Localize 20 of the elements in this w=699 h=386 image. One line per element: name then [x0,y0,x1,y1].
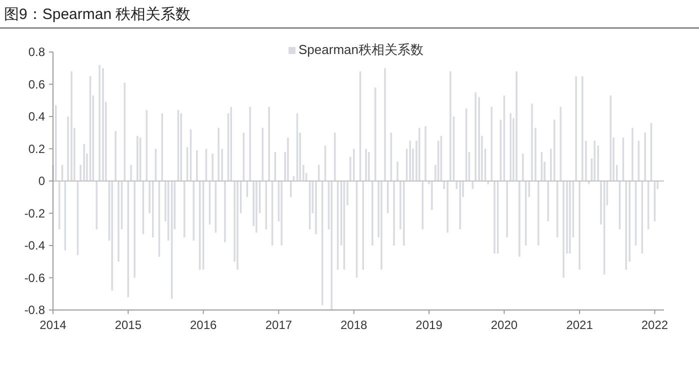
y-tick-label: 0.4 [28,110,46,124]
x-tick-label: 2016 [190,318,217,332]
y-tick-label: -0.8 [24,303,46,317]
x-tick-label: 2019 [416,318,443,332]
y-tick-label: 0 [38,174,46,188]
x-tick-label: 2017 [265,318,292,332]
x-tick-label: 2018 [340,318,368,332]
x-tick-label: 2020 [490,318,518,332]
legend: Spearman秩相关系数 [288,42,424,57]
x-tick-label: 2022 [641,318,668,332]
y-tick-label: 0.6 [28,77,46,92]
y-tick-label: -0.2 [24,206,46,220]
y-tick-label: -0.4 [24,238,46,252]
chart-title: 图9：Spearman 秩相关系数 [4,6,191,23]
y-tick-label: 0.2 [28,142,46,156]
x-tick-label: 2015 [114,318,142,332]
y-tick-label: -0.6 [24,270,46,285]
x-tick-label: 2014 [40,318,67,332]
y-tick-label: 0.8 [28,45,46,59]
x-tick-label: 2021 [566,318,594,332]
